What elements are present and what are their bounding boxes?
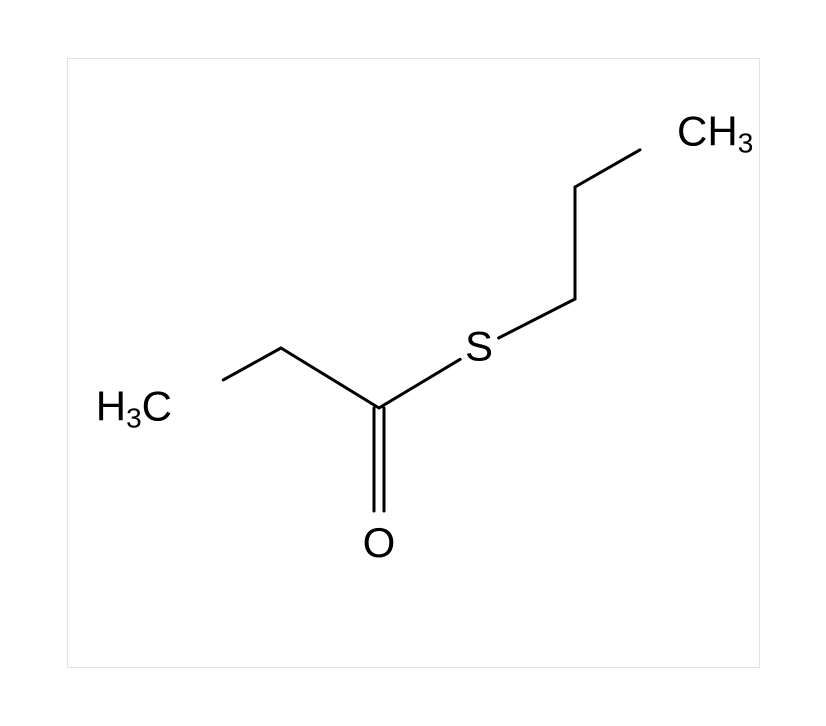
atom-label-c6: CH3 xyxy=(677,107,753,158)
atom-label-o1: O xyxy=(362,518,395,565)
atom-label-c1: H3C xyxy=(95,382,171,433)
canvas: H3C O S CH3 xyxy=(0,0,826,725)
molecule-svg: H3C O S CH3 xyxy=(1,1,826,726)
structure-panel: H3C O S CH3 xyxy=(67,58,760,668)
atom-label-s1: S xyxy=(464,322,492,369)
